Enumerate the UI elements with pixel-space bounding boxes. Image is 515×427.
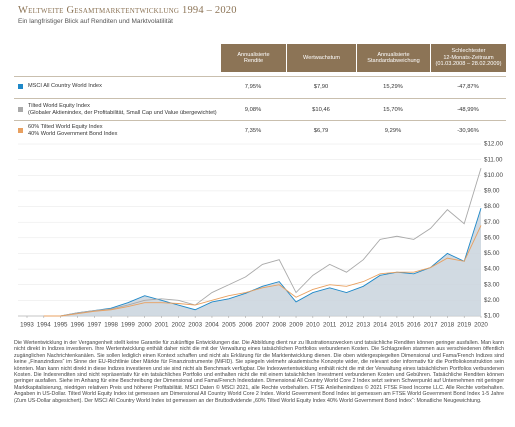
x-tick-label: 2020 (474, 322, 488, 329)
x-tick-label: 1993 (20, 322, 34, 329)
chart: $1.00 $2.00 $3.00 $4.00 $5.00 $6.00 $7.00 $8.00… (18, 141, 503, 329)
table-row: Tilted World Equity Index (Globaler Aktie… (14, 98, 506, 120)
x-tick-label: 2017 (424, 322, 438, 329)
subtitle: Ein langfristiger Blick auf Renditen und… (18, 18, 173, 25)
y-tick-label: $12.00 (484, 141, 503, 148)
x-tick-label: 2014 (373, 322, 387, 329)
x-tick-label: 2018 (440, 322, 454, 329)
row-label-line: 60% Tilted World Equity Index (28, 123, 103, 130)
row-label-line: Tilted World Equity Index (28, 102, 90, 109)
y-tick-label: $11.00 (484, 156, 503, 163)
legend-swatch (18, 84, 23, 89)
y-tick-label: $10.00 (484, 172, 503, 179)
x-tick-label: 2013 (356, 322, 370, 329)
column-header: Annualisierte Standardabweichung (356, 44, 430, 72)
x-tick-label: 2008 (272, 322, 286, 329)
table-cell: -47,87% (457, 83, 479, 90)
table-cell: 15,70% (383, 106, 403, 113)
y-tick-label: $6.00 (484, 234, 500, 241)
x-tick-label: 1998 (104, 322, 118, 329)
x-tick-label: 2010 (306, 322, 320, 329)
header-line: Wertwachstum (303, 54, 340, 61)
x-tick-label: 2012 (340, 322, 354, 329)
table-cell: 9,29% (384, 127, 402, 134)
series-line (43, 167, 482, 317)
x-tick-label: 2003 (188, 322, 202, 329)
x-tick-label: 2007 (256, 322, 270, 329)
y-tick-label: $7.00 (484, 219, 500, 226)
header-line: Annualisierte (237, 51, 270, 58)
x-tick-label: 2005 (222, 322, 236, 329)
table-cell: -30,96% (457, 127, 479, 134)
row-label: Tilted World Equity Index (Globaler Aktie… (28, 99, 217, 120)
row-label: MSCI All Country World Index (28, 77, 102, 96)
x-tick-label: 2004 (205, 322, 219, 329)
table-cell: -48,99% (457, 106, 479, 113)
y-tick-label: $4.00 (484, 266, 500, 273)
y-tick-label: $1.00 (484, 313, 500, 320)
table-cell: $10,46 (312, 106, 330, 113)
header-line: Schlechtester (451, 48, 486, 55)
x-tick-label: 1997 (87, 322, 101, 329)
y-tick-label: $2.00 (484, 297, 500, 304)
x-tick-label: 2015 (390, 322, 404, 329)
x-tick-label: 2001 (155, 322, 169, 329)
footnote: Die Wertentwicklung in der Vergangenheit… (14, 340, 504, 404)
row-label-line: 40% World Government Bond Index (28, 130, 118, 137)
x-tick-label: 2016 (407, 322, 421, 329)
header-line: Rendite (243, 58, 264, 64)
x-tick-label: 1996 (71, 322, 85, 329)
row-label-line: MSCI All Country World Index (28, 83, 102, 90)
header-line: (01.03.2008 – 28.02.2009) (435, 61, 502, 68)
table-cell: 7,35% (244, 127, 262, 134)
y-tick-label: $9.00 (484, 188, 500, 195)
x-tick-label: 2009 (289, 322, 303, 329)
legend-swatch (18, 107, 23, 112)
table-cell: 15,29% (383, 83, 403, 90)
series-line (43, 207, 482, 317)
table-cell: $6,79 (313, 127, 329, 134)
table-row: 60% Tilted World Equity Index 40% World G… (14, 120, 506, 140)
y-tick-label: $3.00 (484, 281, 500, 288)
header-line: Standardabweichung (367, 58, 420, 64)
table-cell: $7,90 (313, 83, 329, 90)
series-line (43, 225, 482, 317)
row-label-line: (Globaler Aktienindex, der Profitabilitä… (28, 109, 217, 116)
x-tick-label: 2002 (171, 322, 185, 329)
column-header: Annualisierte Rendite (220, 44, 286, 72)
y-tick-label: $8.00 (484, 203, 500, 210)
table-cell: 7,95% (244, 83, 262, 90)
y-tick-label: $5.00 (484, 250, 500, 257)
row-label: 60% Tilted World Equity Index 40% World G… (28, 121, 117, 140)
header-line: Annualisierte (377, 51, 410, 58)
header-line: 12-Monats-Zeitraum (443, 54, 494, 61)
x-tick-label: 1999 (121, 322, 135, 329)
table-row: MSCI All Country World Index 7,95% $7,90 15… (14, 76, 506, 96)
legend-swatch (18, 128, 23, 133)
column-header: Schlechtester 12-Monats-Zeitraum (01.03.20… (430, 44, 506, 72)
x-tick-label: 2011 (323, 322, 337, 329)
x-tick-label: 2006 (239, 322, 253, 329)
table: Annualisierte Rendite Wertwachstum Annualis… (14, 44, 506, 140)
title: Weltweite Gesamtmarktentwicklung 1994 – … (18, 5, 237, 16)
area (43, 208, 481, 316)
column-header: Wertwachstum (286, 44, 356, 72)
x-tick-label: 2000 (138, 322, 152, 329)
x-tick-label: 1995 (54, 322, 68, 329)
x-tick-label: 2019 (457, 322, 471, 329)
table-cell: 9,08% (244, 106, 262, 113)
x-tick-label: 1994 (37, 322, 51, 329)
